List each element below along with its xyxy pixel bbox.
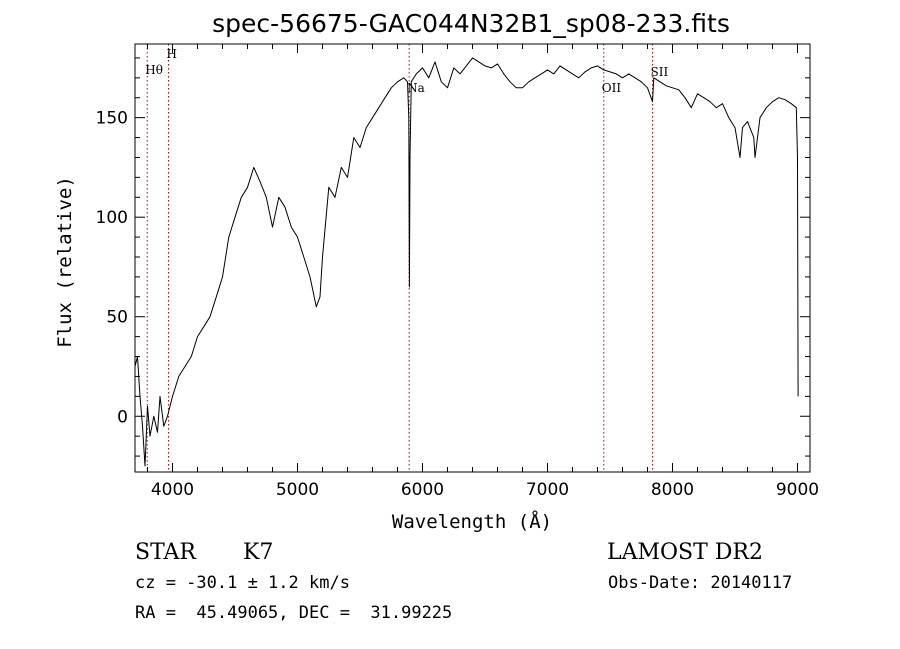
x-tick-label: 5000 xyxy=(276,480,319,500)
ra-dec-coordinates: RA = 45.49065, DEC = 31.99225 xyxy=(135,603,453,623)
spectral-line-label: Na xyxy=(407,81,425,95)
x-tick-label: 9000 xyxy=(776,480,819,500)
x-tick-label: 6000 xyxy=(401,480,444,500)
spectral-subclass: K7 xyxy=(243,540,274,565)
object-type: STAR xyxy=(135,540,196,565)
y-axis-label: Flux (relative) xyxy=(54,176,76,348)
y-tick-label: 150 xyxy=(96,109,128,129)
x-axis-label: Wavelength (Å) xyxy=(392,510,552,533)
spectral-line-label: Hθ xyxy=(145,63,163,77)
obs-date: Obs-Date: 20140117 xyxy=(608,573,793,593)
spectral-line-label: OII xyxy=(602,81,622,95)
x-tick-label: 8000 xyxy=(651,480,694,500)
y-tick-label: 0 xyxy=(117,407,128,427)
plot-frame xyxy=(134,43,811,473)
chart-title: spec-56675-GAC044N32B1_sp08-233.fits xyxy=(212,9,730,38)
redshift-cz: cz = -30.1 ± 1.2 km/s xyxy=(135,573,350,593)
y-tick-label: 50 xyxy=(106,308,128,328)
axis-ticks: 4000 5000 6000 7000 8000 9000 0 50 100 150 xyxy=(96,44,819,500)
y-tick-label: 100 xyxy=(96,208,128,228)
spectral-line-label: H xyxy=(167,47,177,61)
x-tick-label: 4000 xyxy=(151,480,194,500)
spectrum-series-line xyxy=(134,57,799,467)
x-tick-label: 7000 xyxy=(526,480,569,500)
plot-area: Hθ H Na OII SII xyxy=(134,44,799,472)
spectral-line-label: SII xyxy=(651,65,669,79)
survey-name: LAMOST DR2 xyxy=(607,540,763,565)
